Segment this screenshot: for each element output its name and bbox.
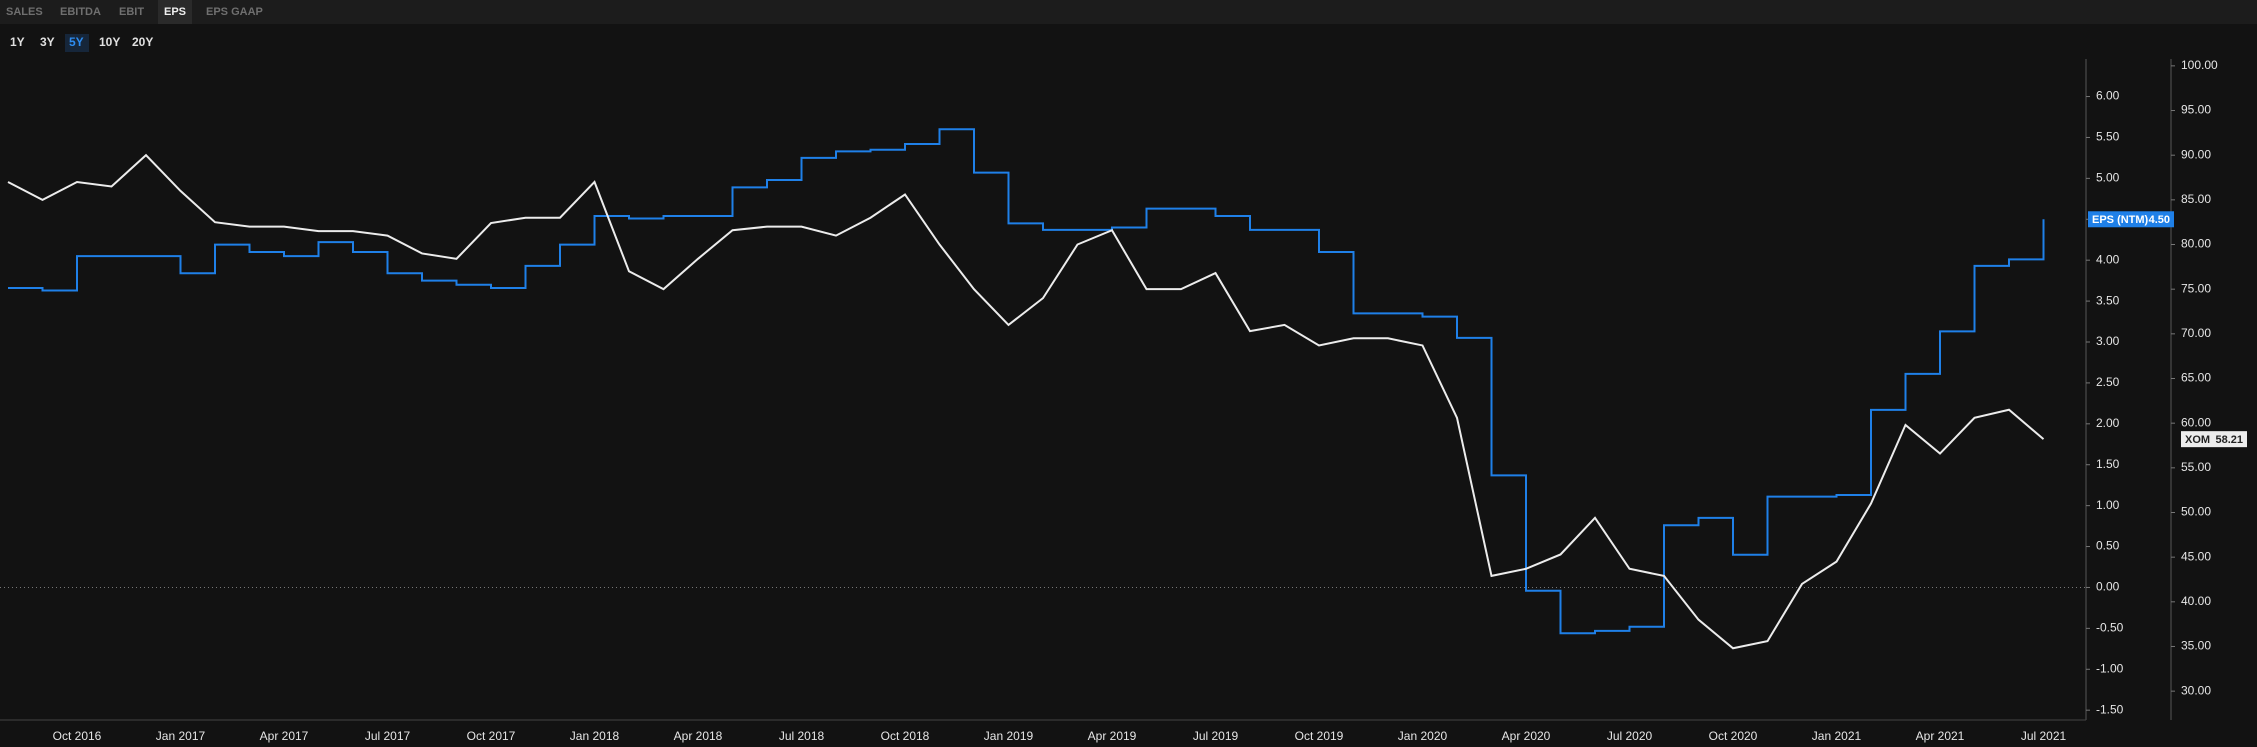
x-tick-label: Jan 2020: [1398, 729, 1448, 743]
y2-tick-label: 50.00: [2181, 505, 2211, 519]
tag-value: 4.50: [2149, 214, 2170, 226]
y2-tick-label: 45.00: [2181, 549, 2211, 563]
x-tick-label: Apr 2018: [674, 729, 723, 743]
tab[interactable]: EBIT: [119, 6, 144, 18]
x-tick-label: Oct 2018: [881, 729, 930, 743]
tab-active-bg: [158, 0, 192, 24]
y2-tick-label: 75.00: [2181, 281, 2211, 295]
y2-tick-label: 85.00: [2181, 192, 2211, 206]
x-tick-label: Oct 2020: [1709, 729, 1758, 743]
tag-value: 58.21: [2215, 434, 2243, 446]
y-tick-label: -0.50: [2096, 621, 2124, 635]
x-tick-label: Jul 2020: [1607, 729, 1653, 743]
y-tick-label: 3.50: [2096, 293, 2120, 307]
x-tick-label: Jul 2018: [779, 729, 825, 743]
x-tick-label: Jul 2017: [365, 729, 411, 743]
y-tick-label: 0.00: [2096, 580, 2120, 594]
y2-tick-label: 35.00: [2181, 639, 2211, 653]
y2-tick-label: 60.00: [2181, 415, 2211, 429]
period-button[interactable]: 3Y: [40, 35, 55, 49]
y2-tick-label: 55.00: [2181, 460, 2211, 474]
y-tick-label: -1.00: [2096, 661, 2124, 675]
x-tick-label: Jan 2019: [984, 729, 1034, 743]
tab[interactable]: EPS: [164, 6, 186, 18]
y-tick-label: 6.00: [2096, 89, 2120, 103]
y-tick-label: 5.00: [2096, 171, 2120, 185]
period-button[interactable]: 5Y: [69, 35, 84, 49]
y2-tick-label: 65.00: [2181, 371, 2211, 385]
y-tick-label: 4.00: [2096, 252, 2120, 266]
y2-tick-label: 70.00: [2181, 326, 2211, 340]
y-tick-label: 2.00: [2096, 416, 2120, 430]
x-tick-label: Jan 2017: [156, 729, 206, 743]
y-tick-label: -1.50: [2096, 702, 2124, 716]
period-button[interactable]: 20Y: [132, 35, 153, 49]
period-button[interactable]: 1Y: [10, 35, 25, 49]
x-tick-label: Jul 2021: [2021, 729, 2067, 743]
y2-tick-label: 95.00: [2181, 103, 2211, 117]
series-line: [8, 128, 2045, 635]
y-tick-label: 3.00: [2096, 334, 2120, 348]
y2-tick-label: 40.00: [2181, 594, 2211, 608]
last-value-tag: [2088, 211, 2174, 228]
tab[interactable]: SALES: [6, 6, 43, 18]
y-tick-label: 1.50: [2096, 457, 2120, 471]
y-tick-label: 5.50: [2096, 130, 2120, 144]
x-tick-label: Oct 2017: [467, 729, 516, 743]
y-tick-label: 0.50: [2096, 539, 2120, 553]
tab[interactable]: EBITDA: [60, 6, 101, 18]
x-tick-label: Apr 2021: [1916, 729, 1965, 743]
tag-name: XOM: [2185, 434, 2210, 446]
tab-bar: [0, 0, 2257, 24]
tab[interactable]: EPS GAAP: [206, 6, 263, 18]
x-tick-label: Jan 2018: [570, 729, 620, 743]
x-tick-label: Oct 2019: [1295, 729, 1344, 743]
y-tick-label: 2.50: [2096, 375, 2120, 389]
x-tick-label: Apr 2017: [260, 729, 309, 743]
period-active-bg: [65, 34, 89, 52]
x-tick-label: Jul 2019: [1193, 729, 1239, 743]
period-button[interactable]: 10Y: [99, 35, 120, 49]
y2-tick-label: 90.00: [2181, 147, 2211, 161]
y2-tick-label: 80.00: [2181, 237, 2211, 251]
last-value-tag: [2181, 431, 2247, 448]
y2-tick-label: 100.00: [2181, 58, 2218, 72]
series-line: [7, 153, 2045, 650]
y2-tick-label: 30.00: [2181, 683, 2211, 697]
x-tick-label: Jan 2021: [1812, 729, 1862, 743]
x-tick-label: Oct 2016: [53, 729, 102, 743]
tag-name: EPS (NTM): [2092, 214, 2149, 226]
x-tick-label: Apr 2020: [1502, 729, 1551, 743]
y-tick-label: 1.00: [2096, 498, 2120, 512]
x-tick-label: Apr 2019: [1088, 729, 1137, 743]
